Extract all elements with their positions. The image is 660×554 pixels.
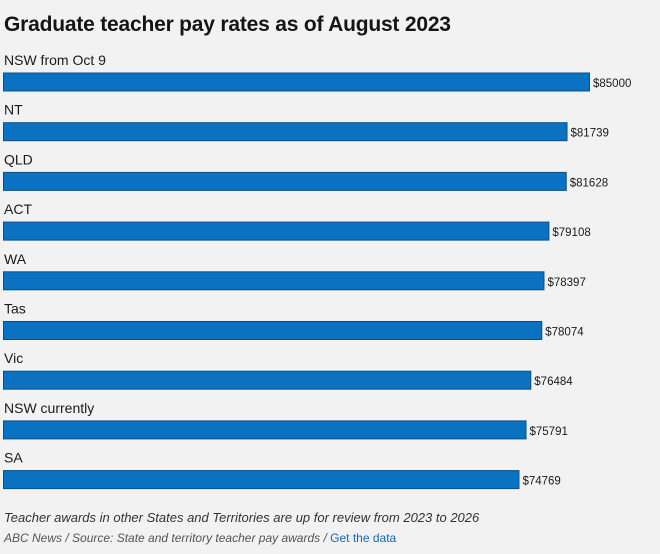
bar xyxy=(3,221,550,241)
chart-source: ABC News / Source: State and territory t… xyxy=(4,531,396,545)
category-label: WA xyxy=(4,251,27,267)
category-label: SA xyxy=(4,450,23,466)
value-label: $81739 xyxy=(571,128,609,140)
value-label: $74769 xyxy=(522,476,560,488)
chart-title: Graduate teacher pay rates as of August … xyxy=(4,13,451,36)
category-label: Tas xyxy=(4,301,26,317)
category-label: QLD xyxy=(4,151,33,167)
bar xyxy=(3,321,543,340)
bar xyxy=(3,271,545,291)
bar xyxy=(3,122,568,142)
category-label: ACT xyxy=(4,201,32,217)
chart-note: Teacher awards in other States and Terri… xyxy=(4,510,480,525)
value-label: $75791 xyxy=(530,426,568,438)
value-label: $85000 xyxy=(593,78,631,90)
value-label: $78397 xyxy=(547,277,585,289)
get-the-data-link[interactable]: Get the data xyxy=(330,531,397,545)
bar xyxy=(3,420,527,440)
bar xyxy=(3,72,590,92)
category-label: NT xyxy=(4,102,23,118)
value-label: $76484 xyxy=(534,376,573,388)
bar xyxy=(3,370,532,390)
category-label: NSW currently xyxy=(4,400,94,416)
value-label: $79108 xyxy=(552,227,590,239)
source-text: ABC News / Source: State and territory t… xyxy=(4,531,331,545)
bar xyxy=(3,171,567,191)
category-label: Vic xyxy=(4,350,23,366)
category-label: NSW from Oct 9 xyxy=(4,52,106,68)
bar-chart: NSW from Oct 9 $85000 NT $81739 QLD $81628 ACT… xyxy=(3,52,631,490)
bar xyxy=(3,470,520,490)
value-label: $78074 xyxy=(545,327,584,339)
value-label: $81628 xyxy=(570,177,608,189)
